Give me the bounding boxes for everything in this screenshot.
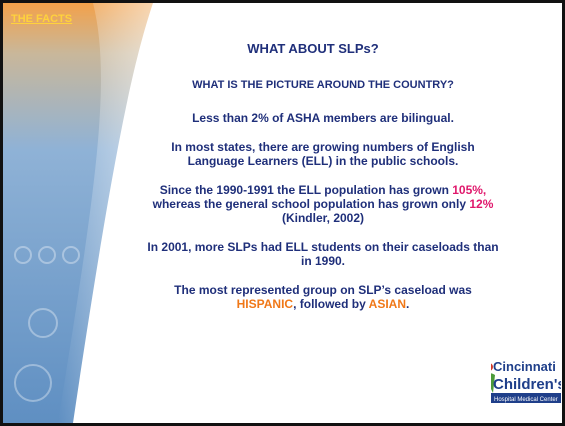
slide-title: WHAT ABOUT SLPs? — [247, 41, 379, 56]
highlight: HISPANIC — [236, 297, 294, 311]
paragraph: In most states, there are growing number… — [143, 140, 503, 168]
text-run: In most states, there are growing number… — [171, 140, 475, 168]
slide-subtitle: WHAT IS THE PICTURE AROUND THE COUNTRY? — [192, 79, 454, 91]
logo-icon — [491, 363, 495, 393]
highlight: ASIAN — [368, 297, 406, 311]
logo-bar — [491, 393, 561, 403]
text-run: In 2001, more SLPs had ELL students on t… — [147, 240, 499, 268]
logo-line2: Children's — [493, 376, 561, 393]
hospital-logo: Cincinnati Children's Hospital Medical C… — [491, 359, 561, 403]
text-run: Less than 2% of ASHA members are bilingu… — [192, 111, 454, 125]
paragraph: Less than 2% of ASHA members are bilingu… — [143, 111, 503, 125]
paragraph: In 2001, more SLPs had ELL students on t… — [143, 240, 503, 268]
facts-link[interactable]: THE FACTS — [11, 13, 73, 25]
text-run: Since the 1990-1991 the ELL population h… — [159, 183, 453, 197]
logo-line1: Cincinnati — [493, 359, 556, 374]
highlight: 12% — [469, 197, 494, 211]
logo-line3: Hospital Medical Center — [494, 397, 558, 403]
text-run: (Kindler, 2002) — [281, 211, 365, 225]
highlight: 105%, — [452, 183, 487, 197]
content: Less than 2% of ASHA members are bilingu… — [143, 111, 503, 326]
text-run: . — [406, 297, 410, 311]
paragraph: Since the 1990-1991 the ELL population h… — [143, 183, 503, 225]
text-run: , followed by — [293, 297, 369, 311]
background-decoration — [3, 3, 203, 423]
paragraph: The most represented group on SLP’s case… — [143, 283, 503, 311]
text-run: The most represented group on SLP’s case… — [174, 283, 472, 297]
text-run: whereas the general school population ha… — [152, 197, 470, 211]
